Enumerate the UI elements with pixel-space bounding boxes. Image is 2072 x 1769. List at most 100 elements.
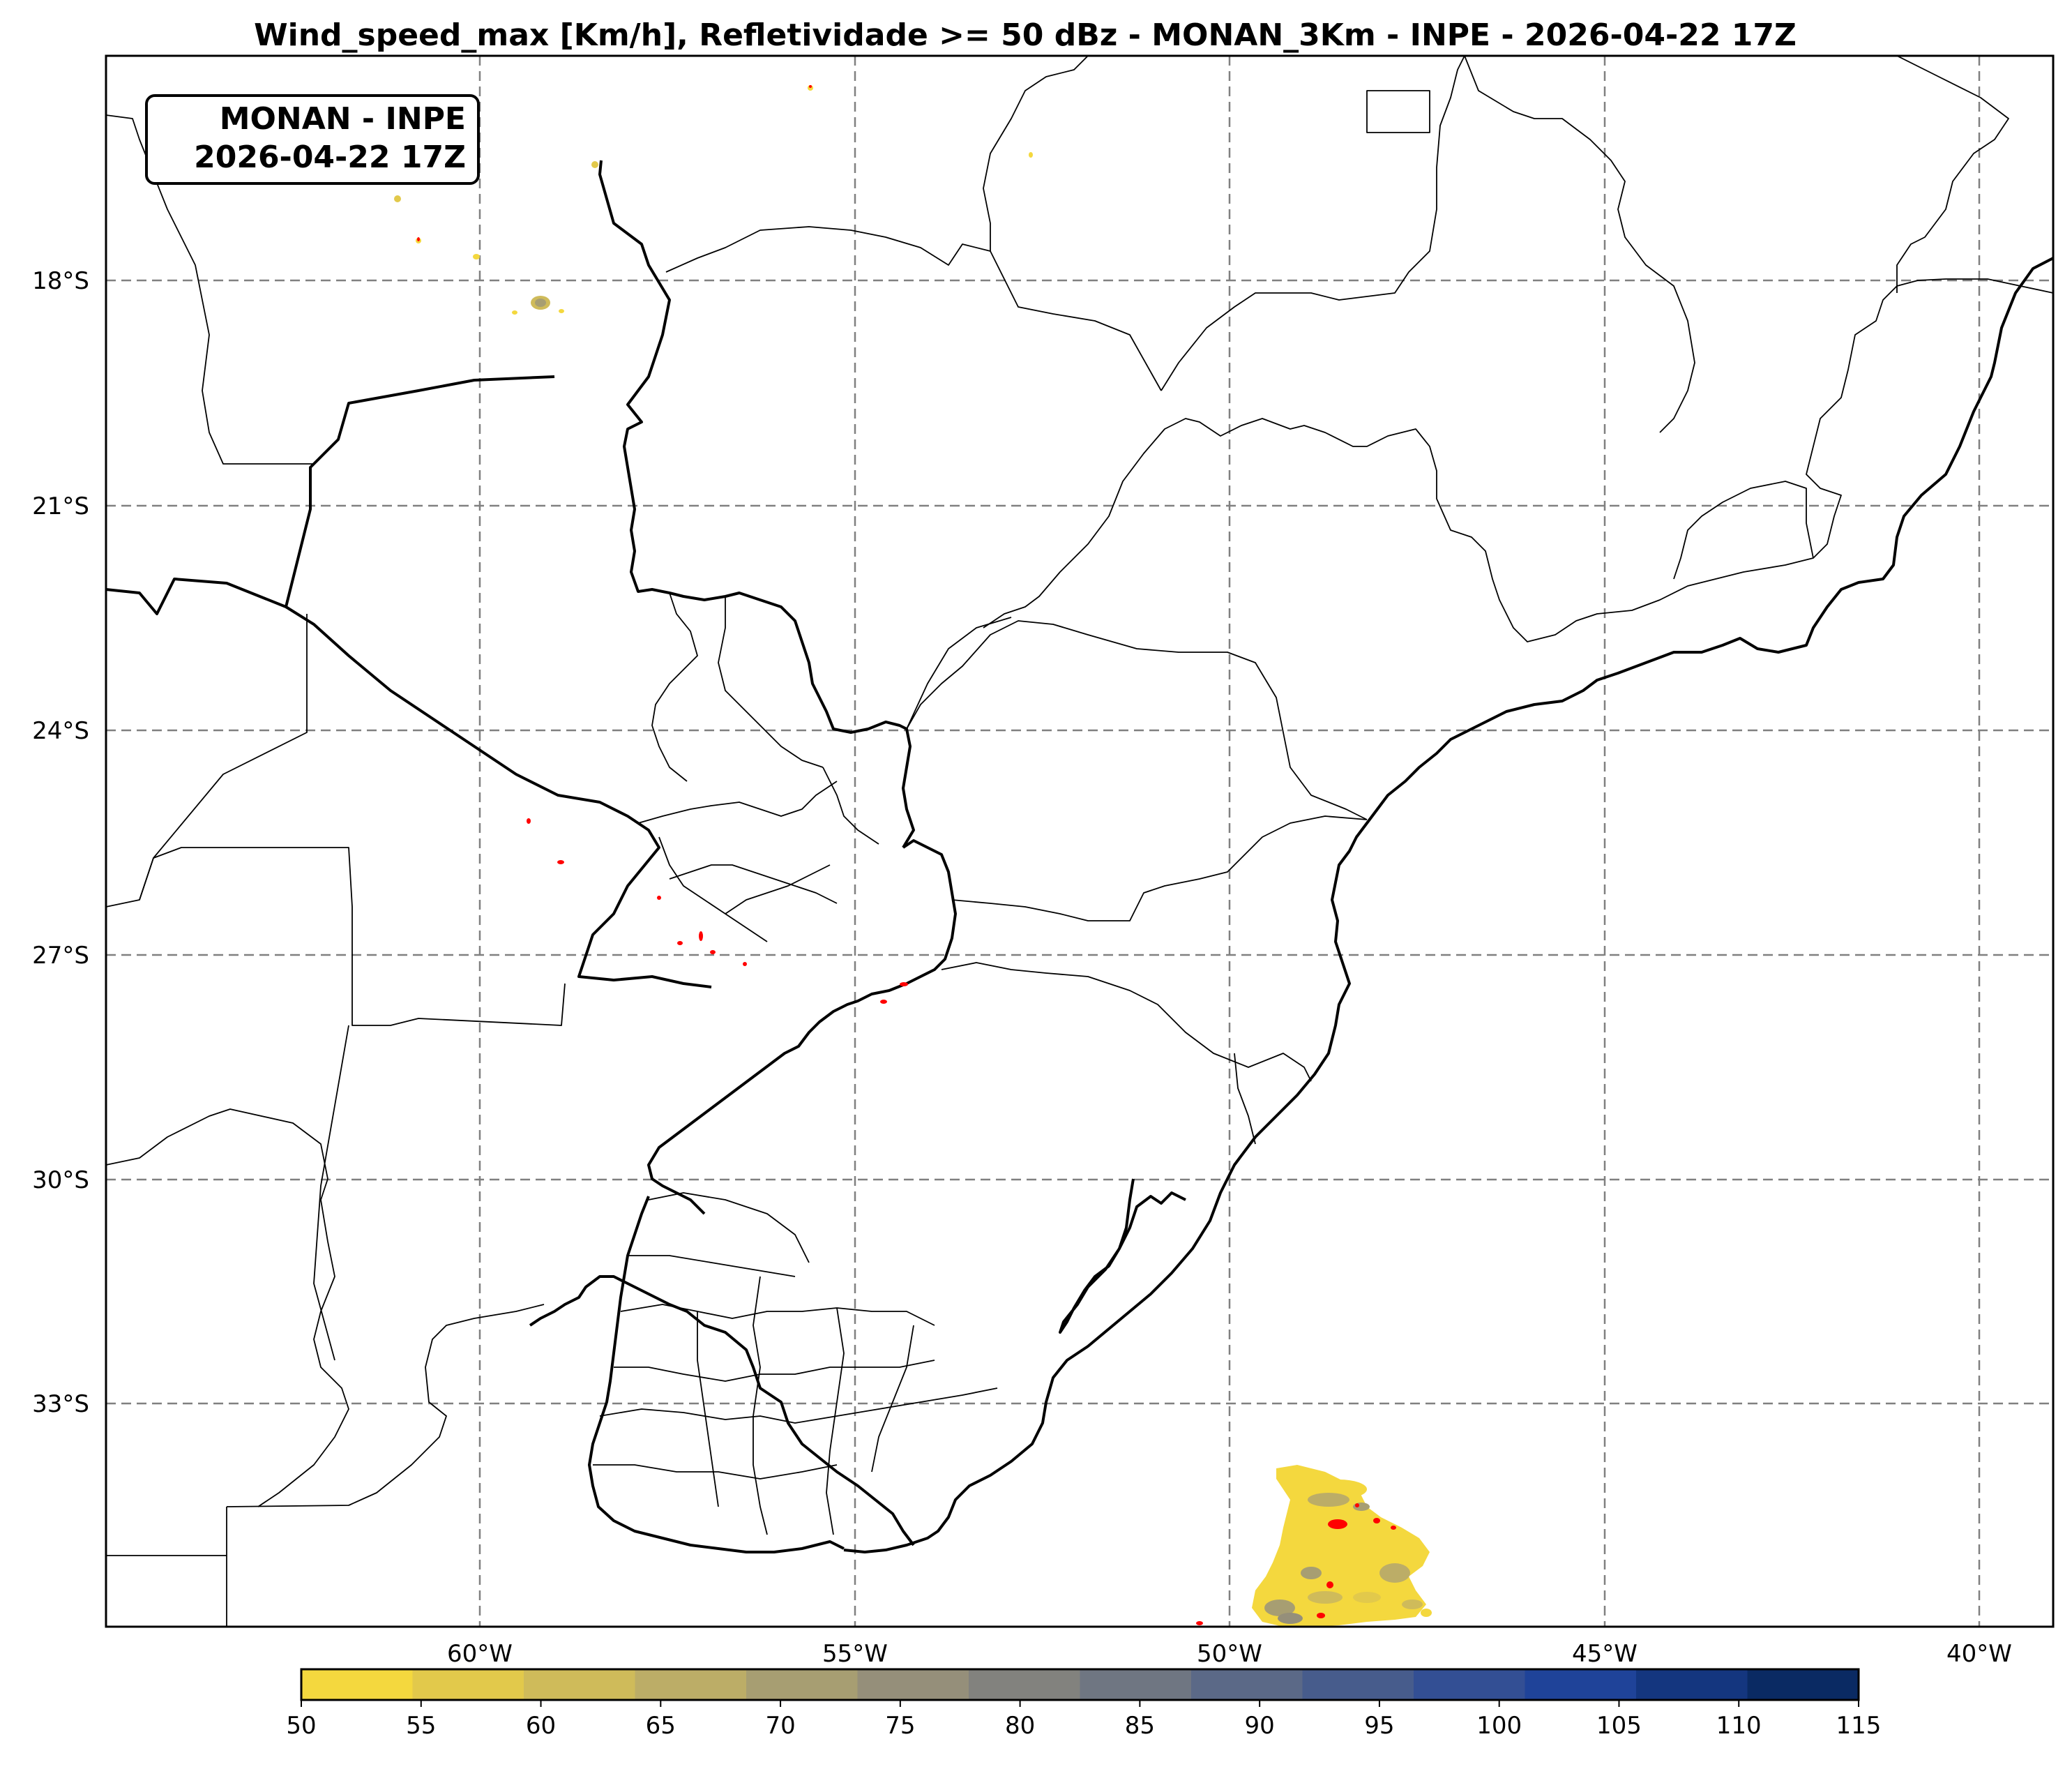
colorbar-segment bbox=[635, 1669, 747, 1700]
paraguay-argentina-border bbox=[285, 605, 712, 988]
latitude-labels: 18°S 21°S 24°S 27°S 30°S 33°S bbox=[32, 267, 89, 1418]
reflectivity-cell bbox=[699, 931, 703, 941]
colorbar-tick-label: 55 bbox=[406, 1712, 436, 1740]
wind-cell bbox=[394, 195, 401, 202]
reflectivity-cell bbox=[743, 962, 747, 966]
reflectivity-cell bbox=[710, 950, 716, 954]
colorbar-segment bbox=[524, 1669, 635, 1700]
colorbar-segment bbox=[746, 1669, 858, 1700]
wind-cell bbox=[1353, 1503, 1370, 1511]
reflectivity-cell bbox=[1328, 1519, 1347, 1529]
colorbar-segment bbox=[1525, 1669, 1637, 1700]
colorbar-segment bbox=[1414, 1669, 1525, 1700]
inset-label: MONAN - INPE 2026-04-22 17Z bbox=[145, 94, 480, 185]
wind-cell bbox=[1308, 1591, 1343, 1604]
reflectivity-cell bbox=[677, 941, 683, 945]
inset-label-line1: MONAN - INPE bbox=[220, 101, 466, 137]
state-borders bbox=[106, 56, 2053, 1627]
lon-label: 45°W bbox=[1572, 1640, 1638, 1668]
colorbar-segment bbox=[301, 1669, 413, 1700]
wind-cell bbox=[1402, 1599, 1423, 1609]
reflectivity-cell bbox=[880, 1000, 887, 1004]
lon-label: 40°W bbox=[1946, 1640, 2012, 1668]
reflectivity-cell bbox=[657, 896, 661, 900]
wind-cell bbox=[473, 254, 480, 259]
reflectivity-cell bbox=[527, 818, 531, 824]
lat-label: 30°S bbox=[32, 1166, 89, 1194]
wind-cell bbox=[1421, 1609, 1432, 1617]
atlantic-coastline bbox=[843, 257, 2053, 1553]
wind-speed-field bbox=[394, 85, 1432, 1627]
gridlines bbox=[106, 56, 2053, 1627]
lat-label: 18°S bbox=[32, 267, 89, 295]
wind-cell bbox=[1029, 152, 1033, 158]
reflectivity-cell bbox=[809, 85, 812, 88]
colorbar-segment bbox=[1080, 1669, 1192, 1700]
colorbar-segment bbox=[969, 1669, 1080, 1700]
wind-cell bbox=[1264, 1599, 1295, 1616]
colorbar-tick-label: 95 bbox=[1364, 1712, 1394, 1740]
colorbar-tick-label: 110 bbox=[1716, 1712, 1762, 1740]
wind-cell bbox=[1379, 1563, 1410, 1583]
colorbar-tick-label: 50 bbox=[286, 1712, 316, 1740]
colorbar-tick-label: 115 bbox=[1836, 1712, 1882, 1740]
reflectivity-field bbox=[417, 85, 1396, 1625]
wind-cell bbox=[559, 309, 564, 313]
reflectivity-cell bbox=[417, 237, 420, 241]
lat-label: 33°S bbox=[32, 1390, 89, 1418]
colorbar-segment bbox=[857, 1669, 969, 1700]
wind-cell bbox=[1252, 1465, 1430, 1627]
colorbar-segment bbox=[1302, 1669, 1414, 1700]
wind-cell bbox=[591, 161, 598, 168]
wind-cell bbox=[1278, 1613, 1303, 1624]
country-borders bbox=[106, 160, 2053, 1553]
map-area bbox=[106, 56, 2053, 1627]
colorbar-tick-label: 70 bbox=[765, 1712, 795, 1740]
reflectivity-cell bbox=[1391, 1526, 1396, 1530]
reflectivity-cell bbox=[1373, 1518, 1380, 1523]
argentina-paraguay-border bbox=[725, 592, 915, 849]
lat-label: 27°S bbox=[32, 942, 89, 970]
lon-label: 50°W bbox=[1197, 1640, 1262, 1668]
colorbar-tick-label: 80 bbox=[1005, 1712, 1035, 1740]
colorbar-segment bbox=[1636, 1669, 1748, 1700]
colorbar-tick-label: 85 bbox=[1125, 1712, 1155, 1740]
colorbar-tick-label: 90 bbox=[1245, 1712, 1275, 1740]
lon-label: 55°W bbox=[822, 1640, 888, 1668]
lagoon-outline bbox=[1059, 1178, 1186, 1334]
wind-cell bbox=[1301, 1567, 1322, 1579]
colorbar: 50 55 60 65 70 75 80 85 90 95 100 105 110 115 bbox=[286, 1668, 1882, 1740]
figure-title: Wind_speed_max [Km/h], Refletividade >= … bbox=[254, 17, 1797, 53]
lon-label: 60°W bbox=[447, 1640, 513, 1668]
paraguay-brazil-border bbox=[598, 160, 726, 601]
paraguay-bolivia-border bbox=[106, 375, 555, 615]
inset-label-line2: 2026-04-22 17Z bbox=[194, 140, 466, 175]
colorbar-tick-label: 60 bbox=[526, 1712, 556, 1740]
reflectivity-cell bbox=[1326, 1581, 1333, 1588]
colorbar-segment bbox=[1191, 1669, 1303, 1700]
reflectivity-cell bbox=[900, 982, 908, 986]
reflectivity-cell bbox=[1355, 1503, 1359, 1507]
reflectivity-cell bbox=[1196, 1621, 1203, 1625]
lat-label: 24°S bbox=[32, 717, 89, 745]
wind-cell bbox=[512, 310, 517, 315]
wind-cell bbox=[1353, 1592, 1381, 1603]
colorbar-segment bbox=[1747, 1669, 1859, 1700]
reflectivity-cell bbox=[1317, 1613, 1325, 1618]
colorbar-tick-label: 105 bbox=[1596, 1712, 1642, 1740]
colorbar-tick-label: 100 bbox=[1476, 1712, 1522, 1740]
brazil-southern-border bbox=[529, 1275, 915, 1546]
map-frame bbox=[105, 54, 2055, 1628]
longitude-labels: 60°W 55°W 50°W 45°W 40°W bbox=[447, 1640, 2012, 1668]
brazil-argentina-border bbox=[647, 839, 957, 1215]
uruguay-western-border bbox=[588, 1196, 845, 1553]
wind-cell bbox=[1308, 1493, 1349, 1507]
colorbar-segment bbox=[412, 1669, 524, 1700]
colorbar-frame bbox=[300, 1668, 1860, 1701]
colorbar-tick-label: 65 bbox=[646, 1712, 676, 1740]
wind-cell bbox=[535, 299, 546, 307]
reflectivity-cell bbox=[557, 860, 564, 864]
lat-label: 21°S bbox=[32, 492, 89, 520]
colorbar-tick-label: 75 bbox=[885, 1712, 915, 1740]
